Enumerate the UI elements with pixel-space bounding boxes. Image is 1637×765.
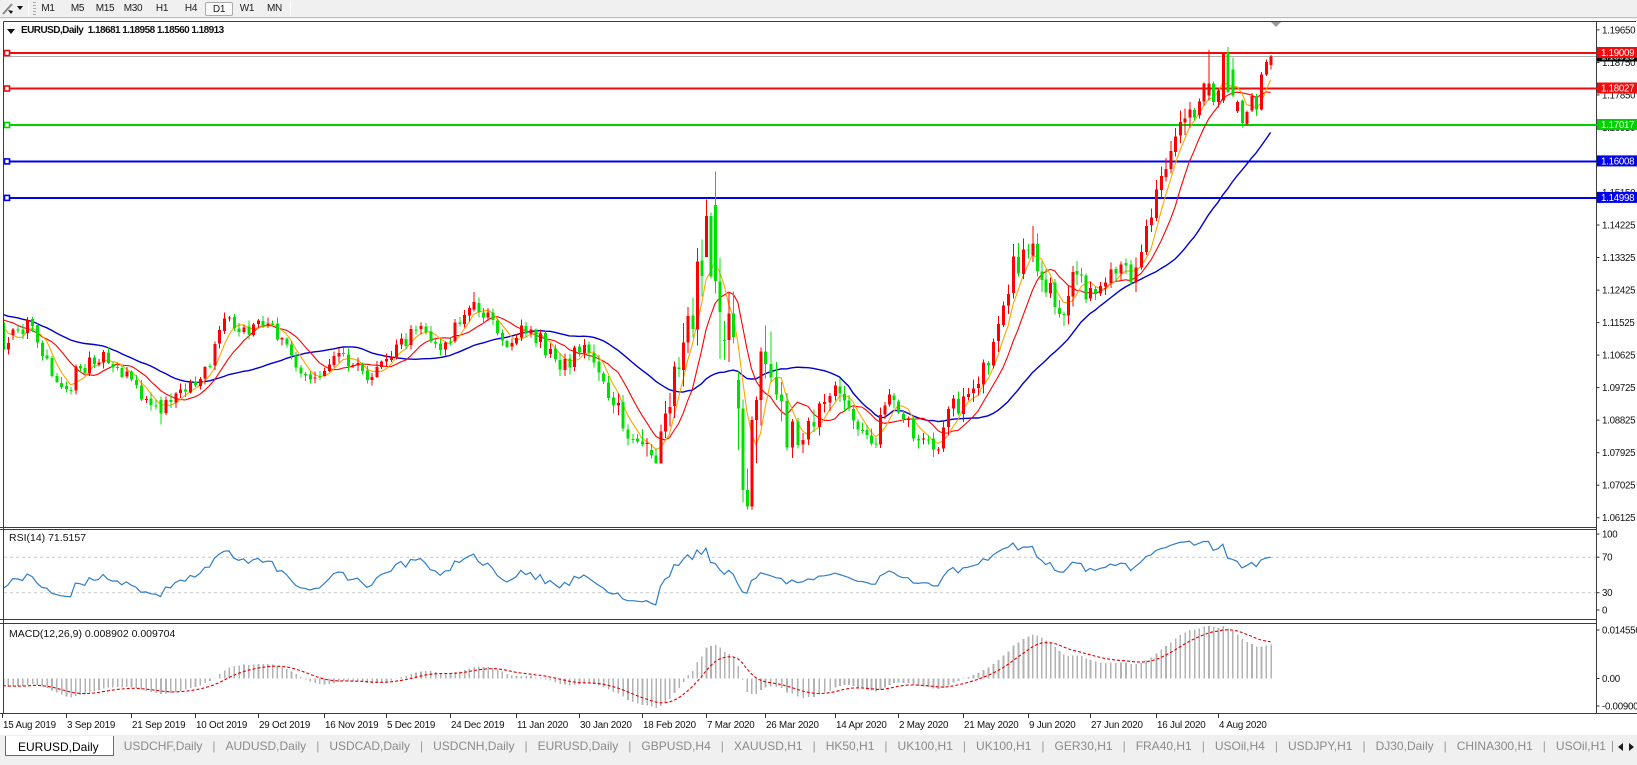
svg-text:0: 0 [1602,606,1608,617]
svg-text:30: 30 [1602,588,1613,599]
svg-text:7 Mar 2020: 7 Mar 2020 [707,720,755,731]
svg-text:21 Sep 2019: 21 Sep 2019 [132,720,185,731]
svg-text:26 Mar 2020: 26 Mar 2020 [766,720,820,731]
svg-text:1.18750: 1.18750 [1602,58,1636,69]
svg-text:1.12425: 1.12425 [1602,286,1635,297]
svg-text:14 Apr 2020: 14 Apr 2020 [836,720,887,731]
svg-text:3 Sep 2019: 3 Sep 2019 [67,720,115,731]
svg-text:4 Aug 2020: 4 Aug 2020 [1219,720,1267,731]
svg-text:27 Jun 2020: 27 Jun 2020 [1091,720,1143,731]
svg-text:-0.00900: -0.00900 [1602,702,1637,713]
svg-text:24 Dec 2019: 24 Dec 2019 [451,720,504,731]
svg-text:1.19009: 1.19009 [1601,48,1634,59]
svg-text:1.14998: 1.14998 [1601,193,1634,204]
svg-text:16 Jul 2020: 16 Jul 2020 [1157,720,1206,731]
svg-text:5 Dec 2019: 5 Dec 2019 [387,720,435,731]
svg-text:EURUSD,Daily 1.18681 1.18958: EURUSD,Daily 1.18681 1.18958 1.18560 1.1… [21,25,225,36]
svg-text:9 Jun 2020: 9 Jun 2020 [1029,720,1076,731]
svg-text:15 Aug 2019: 15 Aug 2019 [3,720,56,731]
svg-text:21 May 2020: 21 May 2020 [964,720,1019,731]
svg-text:10 Oct 2019: 10 Oct 2019 [196,720,247,731]
svg-text:16 Nov 2019: 16 Nov 2019 [325,720,378,731]
svg-text:MACD(12,26,9) 0.008902 0.00970: MACD(12,26,9) 0.008902 0.009704 [9,628,176,640]
svg-text:1.13325: 1.13325 [1602,253,1635,264]
svg-text:100: 100 [1602,530,1618,541]
svg-text:1.18027: 1.18027 [1601,84,1634,95]
svg-text:29 Oct 2019: 29 Oct 2019 [259,720,310,731]
svg-text:1.17017: 1.17017 [1601,120,1634,131]
svg-text:1.08825: 1.08825 [1602,416,1635,427]
svg-text:0.00: 0.00 [1602,674,1621,685]
svg-text:1.11525: 1.11525 [1602,318,1635,329]
svg-text:11 Jan 2020: 11 Jan 2020 [517,720,569,731]
svg-text:RSI(14) 71.5157: RSI(14) 71.5157 [9,532,86,544]
svg-text:1.16008: 1.16008 [1601,157,1634,168]
svg-text:1.17850: 1.17850 [1602,90,1636,101]
svg-text:70: 70 [1602,553,1613,564]
svg-text:1.19650: 1.19650 [1602,25,1636,36]
svg-text:30 Jan 2020: 30 Jan 2020 [580,720,632,731]
svg-text:1.07025: 1.07025 [1602,481,1635,492]
svg-text:2 May 2020: 2 May 2020 [899,720,949,731]
svg-text:1.06125: 1.06125 [1602,513,1635,524]
svg-text:1.07925: 1.07925 [1602,448,1635,459]
svg-text:1.09725: 1.09725 [1602,383,1635,394]
svg-text:1.14225: 1.14225 [1602,221,1635,232]
svg-text:18 Feb 2020: 18 Feb 2020 [643,720,697,731]
svg-text:0.014556: 0.014556 [1602,626,1637,637]
svg-text:1.10625: 1.10625 [1602,351,1635,362]
